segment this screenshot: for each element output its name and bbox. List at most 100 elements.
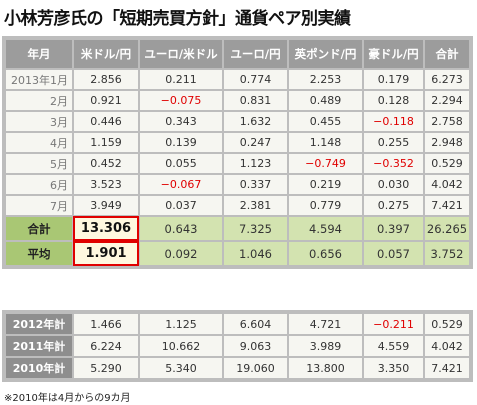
- cell: 4.559: [364, 336, 423, 356]
- cell: 0.255: [364, 133, 423, 152]
- column-header: 年月: [6, 40, 72, 68]
- cell: 7.421: [425, 196, 469, 215]
- cell: 4.042: [425, 175, 469, 194]
- table-row: 合計 13.306 0.643 7.325 4.594 0.397 26.265: [6, 216, 469, 241]
- cell: 2.294: [425, 91, 469, 110]
- cell: 19.060: [224, 358, 287, 378]
- table-row: 3月 0.446 0.343 1.632 0.455 −0.118 2.758: [6, 112, 469, 131]
- cell: −0.211: [364, 314, 423, 334]
- cell: −0.352: [364, 154, 423, 173]
- table-row: 6月 3.523 −0.067 0.337 0.219 0.030 4.042: [6, 175, 469, 194]
- cell: 2.253: [289, 70, 362, 89]
- cell: 0.656: [289, 242, 362, 265]
- row-label: 6月: [6, 175, 72, 194]
- cell: 2.948: [425, 133, 469, 152]
- row-label: 5月: [6, 154, 72, 173]
- cell: 0.337: [224, 175, 287, 194]
- column-header: 英ポンド/円: [289, 40, 362, 68]
- cell: 0.343: [140, 112, 222, 131]
- cell: 5.340: [140, 358, 222, 378]
- cell: 2.856: [74, 70, 138, 89]
- table-row: 2010年計 5.290 5.340 19.060 13.800 3.350 7.421: [6, 358, 469, 378]
- cell: 1.148: [289, 133, 362, 152]
- table-row: 4月 1.159 0.139 0.247 1.148 0.255 2.948: [6, 133, 469, 152]
- cell: 0.643: [140, 217, 222, 240]
- cell: 1.901: [73, 241, 139, 266]
- cell: 0.489: [289, 91, 362, 110]
- header-row: 年月 米ドル/円 ユーロ/米ドル ユーロ/円 英ポンド/円 豪ドル/円 合計: [6, 40, 469, 68]
- cell: 0.211: [140, 70, 222, 89]
- cell: 1.466: [74, 314, 138, 334]
- cell: 0.529: [425, 314, 469, 334]
- column-header: 米ドル/円: [74, 40, 138, 68]
- cell: 4.721: [289, 314, 362, 334]
- cell: 1.123: [224, 154, 287, 173]
- row-label: 2010年計: [6, 358, 72, 378]
- row-label: 2012年計: [6, 314, 72, 334]
- cell: 4.042: [425, 336, 469, 356]
- cell: 0.128: [364, 91, 423, 110]
- cell: 3.350: [364, 358, 423, 378]
- column-header: 合計: [425, 40, 469, 68]
- row-label: 2013年1月: [6, 70, 72, 89]
- table-row: 7月 3.949 0.037 2.381 0.779 0.275 7.421: [6, 196, 469, 215]
- cell: 1.632: [224, 112, 287, 131]
- cell: 2.758: [425, 112, 469, 131]
- cell: 9.063: [224, 336, 287, 356]
- cell: 0.275: [364, 196, 423, 215]
- table-row: 2013年1月 2.856 0.211 0.774 2.253 0.179 6.273: [6, 70, 469, 89]
- table-row: 2011年計 6.224 10.662 9.063 3.989 4.559 4.042: [6, 336, 469, 356]
- cell: 0.774: [224, 70, 287, 89]
- column-header: ユーロ/米ドル: [140, 40, 222, 68]
- cell: 26.265: [425, 217, 469, 240]
- table-row: 2012年計 1.466 1.125 6.604 4.721 −0.211 0.529: [6, 314, 469, 334]
- cell: 2.381: [224, 196, 287, 215]
- cell: 0.179: [364, 70, 423, 89]
- footnote: ※2010年は4月からの9カ月: [4, 393, 131, 404]
- cell: 0.030: [364, 175, 423, 194]
- cell: −0.749: [289, 154, 362, 173]
- cell: 0.455: [289, 112, 362, 131]
- table-row: 5月 0.452 0.055 1.123 −0.749 −0.352 0.529: [6, 154, 469, 173]
- yearly-table-frame: 2012年計 1.466 1.125 6.604 4.721 −0.211 0.529 201…: [2, 310, 473, 382]
- monthly-table-frame: 年月 米ドル/円 ユーロ/米ドル ユーロ/円 英ポンド/円 豪ドル/円 合計 2013年1月 2…: [2, 36, 473, 269]
- cell: 0.219: [289, 175, 362, 194]
- cell: 3.989: [289, 336, 362, 356]
- cell: 0.831: [224, 91, 287, 110]
- cell: 0.092: [140, 242, 222, 265]
- cell: 0.247: [224, 133, 287, 152]
- cell: 0.397: [364, 217, 423, 240]
- cell: 0.452: [74, 154, 138, 173]
- cell: 0.057: [364, 242, 423, 265]
- cell: 0.529: [425, 154, 469, 173]
- cell: −0.118: [364, 112, 423, 131]
- cell: 0.446: [74, 112, 138, 131]
- cell: 10.662: [140, 336, 222, 356]
- cell: −0.067: [140, 175, 222, 194]
- monthly-table: 年月 米ドル/円 ユーロ/米ドル ユーロ/円 英ポンド/円 豪ドル/円 合計 2013年1月 2…: [4, 38, 471, 267]
- column-header: ユーロ/円: [224, 40, 287, 68]
- cell: 6.224: [74, 336, 138, 356]
- table-row: 平均 1.901 0.092 1.046 0.656 0.057 3.752: [6, 241, 469, 266]
- cell: 6.273: [425, 70, 469, 89]
- row-label: 4月: [6, 133, 72, 152]
- column-header: 豪ドル/円: [364, 40, 423, 68]
- cell: 1.046: [224, 242, 287, 265]
- cell: 0.921: [74, 91, 138, 110]
- cell: 0.055: [140, 154, 222, 173]
- cell: 3.752: [425, 242, 469, 265]
- cell: 3.523: [74, 175, 138, 194]
- cell: 1.125: [140, 314, 222, 334]
- row-label: 2011年計: [6, 336, 72, 356]
- row-label: 7月: [6, 196, 72, 215]
- cell: 4.594: [289, 217, 362, 240]
- cell: 13.306: [73, 216, 139, 241]
- cell: −0.075: [140, 91, 222, 110]
- cell: 5.290: [74, 358, 138, 378]
- cell: 6.604: [224, 314, 287, 334]
- cell: 7.325: [224, 217, 287, 240]
- row-label: 2月: [6, 91, 72, 110]
- row-label: 平均: [6, 242, 72, 265]
- yearly-table: 2012年計 1.466 1.125 6.604 4.721 −0.211 0.529 201…: [4, 312, 471, 380]
